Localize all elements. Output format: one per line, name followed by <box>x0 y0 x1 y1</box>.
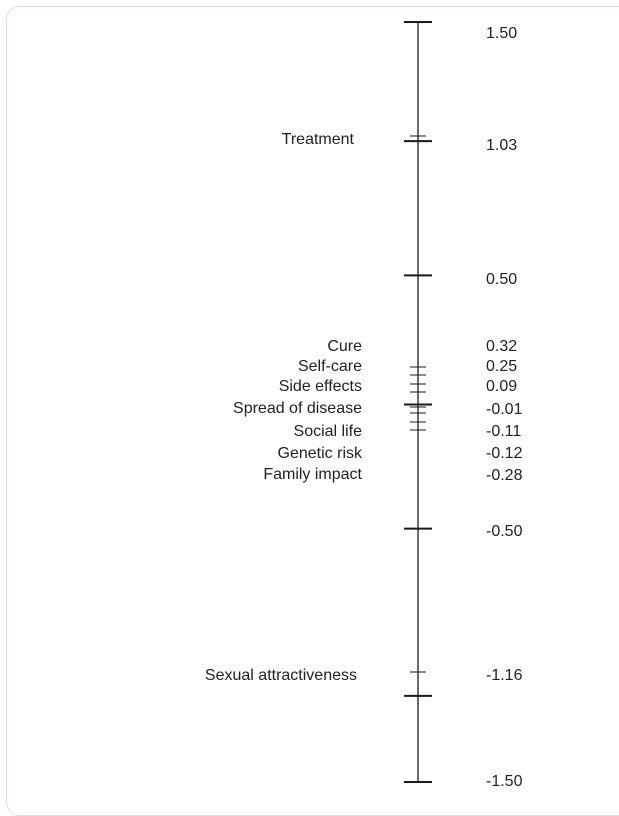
value-label: -0.28 <box>486 467 523 484</box>
value-label: 1.03 <box>486 137 517 154</box>
major-ticks-group <box>404 21 432 783</box>
attribute-label: Genetic risk <box>278 445 363 462</box>
value-label: -0.01 <box>486 401 523 418</box>
value-label: -0.11 <box>486 423 521 440</box>
attribute-label: Sexual attractiveness <box>205 667 357 684</box>
utility-scale-diagram: 1.50 1.03 0.50 0.32 0.25 0.09 -0.01 -0.11 -0.12 -… <box>205 21 523 790</box>
value-label: -1.50 <box>486 773 523 790</box>
value-label: -0.50 <box>486 523 523 540</box>
attribute-labels-group: Treatment Cure Self-care Side effects Spread… <box>205 131 363 684</box>
attribute-label: Self-care <box>298 358 362 375</box>
attribute-label: Side effects <box>279 378 362 395</box>
value-label: -1.16 <box>486 667 523 684</box>
value-label: 1.50 <box>486 25 517 42</box>
attribute-label: Treatment <box>282 131 355 148</box>
value-label: 0.25 <box>486 358 517 375</box>
attribute-label: Family impact <box>263 466 362 483</box>
attribute-label: Spread of disease <box>233 400 362 417</box>
value-label: 0.32 <box>486 338 517 355</box>
attribute-label: Cure <box>327 338 362 355</box>
attribute-ticks-group <box>410 135 426 673</box>
value-label: 0.50 <box>486 271 517 288</box>
value-label: -0.12 <box>486 445 523 462</box>
value-label: 0.09 <box>486 378 517 395</box>
attribute-label: Social life <box>294 423 363 440</box>
value-labels-group: 1.50 1.03 0.50 0.32 0.25 0.09 -0.01 -0.11 -0.12 -… <box>486 25 523 790</box>
